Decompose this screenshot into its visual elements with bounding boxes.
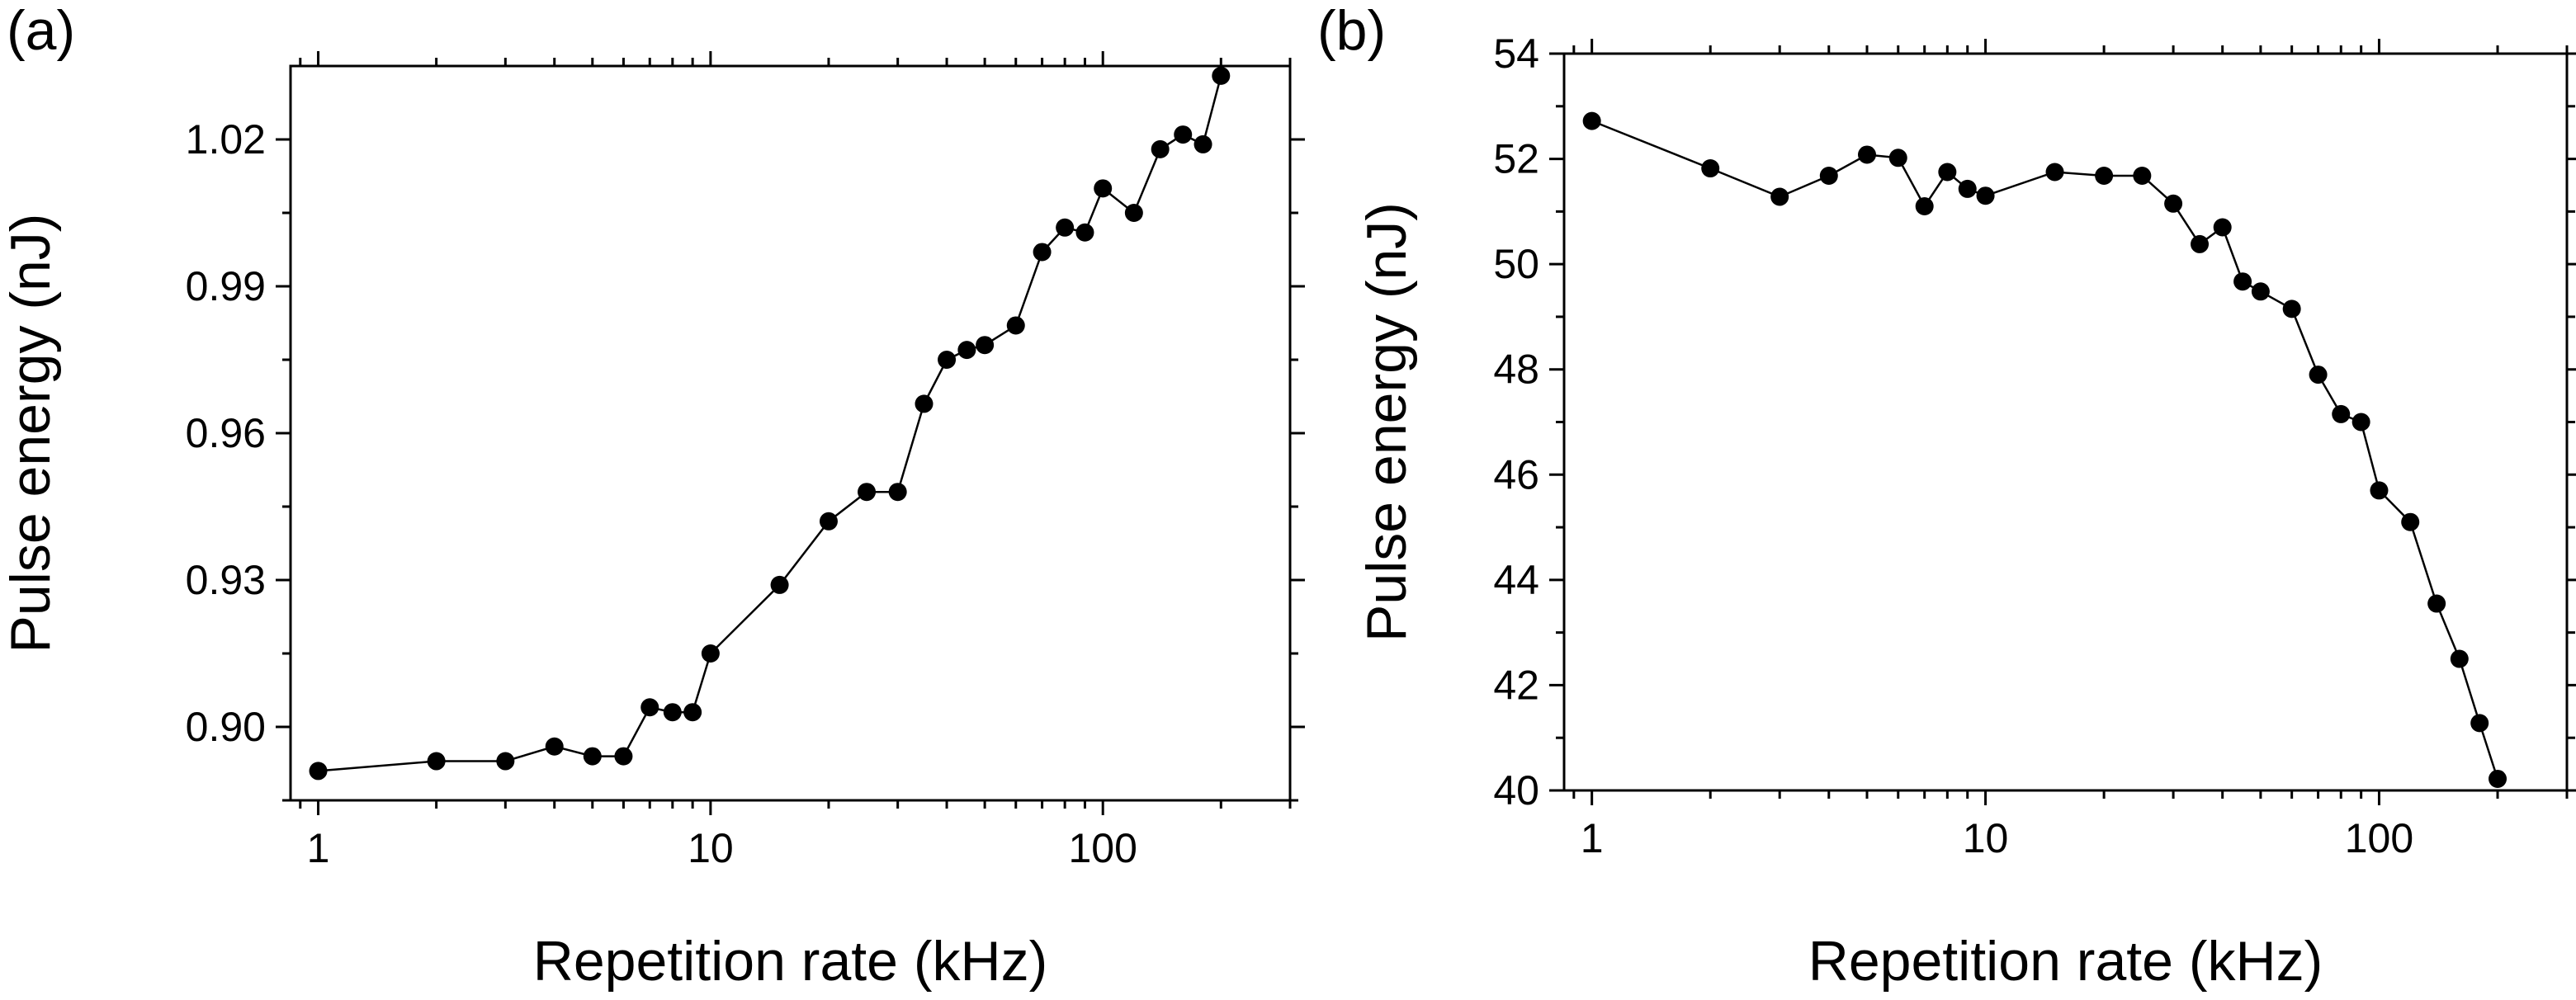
series-line bbox=[1591, 120, 2499, 780]
data-point bbox=[957, 341, 976, 360]
data-point bbox=[2470, 714, 2489, 733]
data-point bbox=[976, 336, 995, 355]
data-point bbox=[1819, 166, 1838, 185]
data-point bbox=[2164, 194, 2183, 213]
x-tick-label: 10 bbox=[688, 825, 734, 871]
data-point bbox=[1033, 243, 1052, 262]
data-point bbox=[1124, 204, 1143, 222]
chart-panel-1: (b) 1 10 100 40 42 44 46 48 50 52 54 Repetition rate… bbox=[1317, 0, 2576, 993]
panel-label: (b) bbox=[1317, 0, 1386, 62]
data-point bbox=[2191, 234, 2210, 253]
data-point bbox=[583, 747, 602, 766]
x-tick-label: 1 bbox=[1581, 815, 1604, 861]
x-tick-label: 10 bbox=[1963, 815, 2009, 861]
y-tick-label: 46 bbox=[1493, 451, 1539, 498]
data-point bbox=[640, 698, 659, 717]
data-point bbox=[2427, 594, 2446, 613]
y-tick-label: 0.90 bbox=[186, 704, 266, 750]
data-point bbox=[2351, 413, 2370, 432]
y-tick-label: 0.99 bbox=[186, 263, 266, 309]
y-tick-label: 0.93 bbox=[186, 557, 266, 603]
data-point bbox=[1958, 179, 1977, 198]
data-point bbox=[2045, 163, 2064, 182]
data-point bbox=[1582, 111, 1601, 130]
data-point bbox=[1174, 125, 1193, 144]
data-point bbox=[545, 737, 564, 756]
y-tick-label: 42 bbox=[1493, 662, 1539, 708]
data-point bbox=[2450, 649, 2469, 668]
data-point bbox=[938, 351, 957, 369]
series-line bbox=[318, 75, 1222, 772]
data-point bbox=[2489, 769, 2507, 788]
y-tick-label: 44 bbox=[1493, 557, 1539, 603]
data-point bbox=[915, 394, 934, 413]
data-point bbox=[2251, 282, 2270, 301]
data-point bbox=[496, 752, 515, 771]
data-point bbox=[2332, 404, 2351, 423]
x-tick-label: 100 bbox=[2345, 815, 2413, 861]
data-point bbox=[2370, 481, 2389, 500]
data-point bbox=[1075, 223, 1094, 242]
data-point bbox=[663, 703, 682, 722]
y-axis-title: Pulse energy (nJ) bbox=[1355, 202, 1418, 642]
data-point bbox=[683, 703, 702, 722]
y-axis-title: Pulse energy (nJ) bbox=[0, 214, 62, 653]
y-tick-label: 52 bbox=[1493, 136, 1539, 182]
data-point bbox=[2133, 166, 2152, 185]
data-point bbox=[888, 483, 907, 502]
y-tick-label: 1.02 bbox=[186, 116, 266, 163]
x-axis-title: Repetition rate (kHz) bbox=[1808, 930, 2323, 993]
data-point bbox=[1094, 179, 1113, 198]
data-point bbox=[819, 512, 838, 531]
data-point bbox=[1938, 163, 1957, 182]
data-point bbox=[1193, 134, 1212, 153]
x-tick-label: 100 bbox=[1068, 825, 1137, 871]
data-point bbox=[1701, 159, 1720, 178]
data-point bbox=[701, 644, 720, 663]
data-point bbox=[427, 752, 446, 771]
x-tick-label: 1 bbox=[307, 825, 330, 871]
data-point bbox=[614, 747, 633, 766]
y-tick-label: 54 bbox=[1493, 31, 1539, 77]
data-point bbox=[309, 762, 328, 781]
data-point bbox=[1976, 186, 1995, 205]
data-point bbox=[770, 575, 789, 594]
y-tick-label: 50 bbox=[1493, 241, 1539, 287]
panel-label: (a) bbox=[7, 0, 75, 62]
data-point bbox=[2282, 300, 2301, 318]
data-point bbox=[1915, 196, 1934, 215]
data-point bbox=[1770, 187, 1789, 206]
y-tick-label: 40 bbox=[1493, 767, 1539, 814]
data-point bbox=[1857, 145, 1876, 164]
data-point bbox=[2233, 272, 2252, 291]
y-tick-label: 48 bbox=[1493, 347, 1539, 393]
y-tick-label: 0.96 bbox=[186, 410, 266, 456]
x-axis-title: Repetition rate (kHz) bbox=[533, 930, 1048, 993]
data-point bbox=[1056, 218, 1075, 237]
data-point bbox=[2401, 512, 2420, 531]
chart-panel-0: (a) 1 10 100 0.90 0.93 0.96 0.99 1.02 Repetition … bbox=[0, 0, 1305, 993]
data-point bbox=[1151, 139, 1170, 158]
data-point bbox=[1006, 316, 1025, 335]
data-point bbox=[1888, 149, 1907, 167]
plot-frame bbox=[289, 64, 1292, 802]
data-point bbox=[858, 483, 877, 502]
data-point bbox=[1212, 66, 1231, 85]
data-point bbox=[2095, 166, 2114, 185]
data-point bbox=[2309, 366, 2328, 384]
data-point bbox=[2213, 218, 2232, 237]
